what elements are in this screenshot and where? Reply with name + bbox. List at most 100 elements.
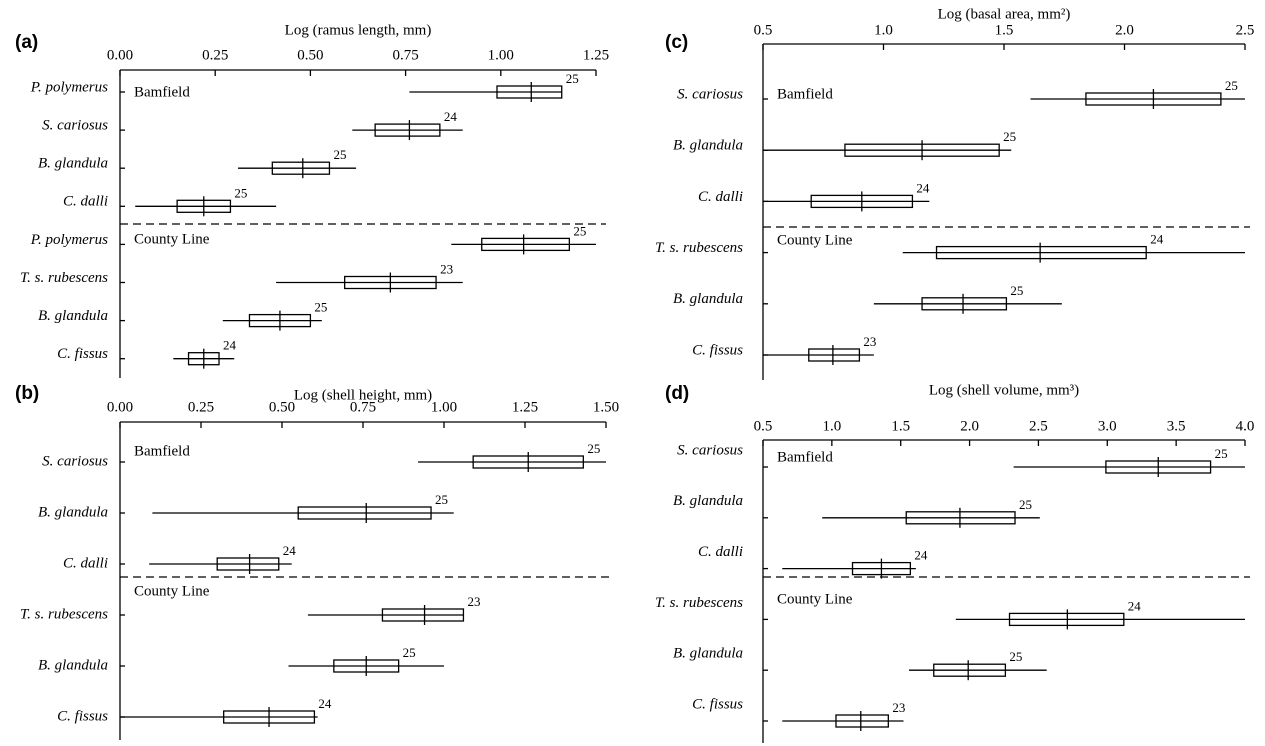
group-label: County Line xyxy=(777,232,853,248)
box xyxy=(835,714,889,728)
x-tick-label: 1.25 xyxy=(512,399,538,415)
sample-size: 23 xyxy=(863,334,876,349)
x-tick-label: 3.5 xyxy=(1167,418,1186,434)
sample-size: 25 xyxy=(403,645,416,660)
x-tick-label: 0.00 xyxy=(107,47,133,63)
sample-size: 25 xyxy=(1009,649,1022,664)
x-tick-label: 1.50 xyxy=(593,399,619,415)
box xyxy=(481,237,570,252)
x-tick-label: 0.50 xyxy=(269,399,295,415)
category-label: S. cariosus xyxy=(42,453,108,469)
x-tick-label: 1.25 xyxy=(583,47,609,63)
group-label: Bamfield xyxy=(134,84,190,100)
sample-size: 23 xyxy=(892,700,905,715)
x-tick-label: 1.5 xyxy=(995,22,1014,38)
sample-size: 25 xyxy=(1225,78,1238,93)
category-label: B. glandula xyxy=(673,291,743,307)
category-label: B. glandula xyxy=(673,493,743,509)
x-tick-label: 0.25 xyxy=(188,399,214,415)
category-label: C. fissus xyxy=(692,342,743,358)
category-label: T. s. rubescens xyxy=(655,595,743,611)
axis-title: Log (shell height, mm) xyxy=(294,387,432,403)
sample-size: 25 xyxy=(1003,129,1016,144)
category-label: S. cariosus xyxy=(42,118,108,134)
box xyxy=(297,506,432,520)
x-tick-label: 0.5 xyxy=(754,418,773,434)
sample-size: 25 xyxy=(234,185,247,200)
box xyxy=(216,557,280,571)
sample-size: 25 xyxy=(1019,497,1032,512)
box xyxy=(905,511,1016,525)
sample-size: 25 xyxy=(573,223,586,238)
category-label: C. dalli xyxy=(698,189,743,205)
category-label: C. dalli xyxy=(63,555,108,571)
sample-size: 25 xyxy=(314,300,327,315)
sample-size: 25 xyxy=(435,492,448,507)
group-label: County Line xyxy=(777,591,853,607)
category-label: T. s. rubescens xyxy=(20,606,108,622)
x-tick-label: 2.0 xyxy=(960,418,979,434)
sample-size: 25 xyxy=(587,441,600,456)
x-tick-label: 0.5 xyxy=(754,22,773,38)
x-tick-label: 2.0 xyxy=(1115,22,1134,38)
sample-size: 24 xyxy=(914,548,928,563)
box xyxy=(921,297,1008,311)
axis-title: Log (shell volume, mm³) xyxy=(929,382,1079,398)
x-tick-label: 0.75 xyxy=(392,47,418,63)
group-label: Bamfield xyxy=(777,449,833,465)
category-label: B. glandula xyxy=(673,646,743,662)
sample-size: 23 xyxy=(467,594,480,609)
sample-size: 24 xyxy=(223,338,237,353)
x-tick-label: 1.0 xyxy=(874,22,893,38)
sample-size: 24 xyxy=(916,180,930,195)
panel-label: (b) xyxy=(15,383,39,404)
category-label: S. cariosus xyxy=(677,442,743,458)
x-tick-label: 1.5 xyxy=(891,418,910,434)
box xyxy=(1008,612,1125,627)
sample-size: 25 xyxy=(1215,446,1228,461)
x-tick-label: 2.5 xyxy=(1236,22,1255,38)
category-label: C. dalli xyxy=(698,544,743,560)
group-label: Bamfield xyxy=(134,443,190,459)
x-tick-label: 4.0 xyxy=(1236,418,1255,434)
x-tick-label: 2.5 xyxy=(1029,418,1048,434)
category-label: C. fissus xyxy=(692,696,743,712)
category-label: C. dalli xyxy=(63,194,108,210)
x-tick-label: 0.75 xyxy=(350,399,376,415)
category-label: C. fissus xyxy=(57,346,108,362)
sample-size: 24 xyxy=(1128,598,1142,613)
category-label: B. glandula xyxy=(38,308,108,324)
box xyxy=(935,245,1147,260)
sample-size: 24 xyxy=(283,543,297,558)
x-tick-label: 0.50 xyxy=(297,47,323,63)
panel-label: (d) xyxy=(665,383,689,404)
sample-size: 25 xyxy=(1010,283,1023,298)
box xyxy=(374,123,441,137)
category-label: S. cariosus xyxy=(677,86,743,102)
panel-label: (a) xyxy=(15,32,38,53)
category-label: B. glandula xyxy=(38,156,108,172)
group-label: County Line xyxy=(134,583,210,599)
sample-size: 25 xyxy=(333,147,346,162)
sample-size: 25 xyxy=(566,71,579,86)
x-tick-label: 1.00 xyxy=(431,399,457,415)
x-tick-label: 1.00 xyxy=(488,47,514,63)
category-label: T. s. rubescens xyxy=(20,270,108,286)
category-label: B. glandula xyxy=(38,657,108,673)
box xyxy=(933,663,1007,677)
sample-size: 23 xyxy=(440,261,453,276)
category-label: P. polymerus xyxy=(30,79,108,95)
x-tick-label: 3.0 xyxy=(1098,418,1117,434)
category-label: T. s. rubescens xyxy=(655,240,743,256)
box xyxy=(271,161,331,175)
category-label: P. polymerus xyxy=(30,232,108,248)
category-label: B. glandula xyxy=(673,138,743,154)
box xyxy=(381,608,465,622)
axis-title: Log (ramus length, mm) xyxy=(285,22,432,38)
box xyxy=(808,348,861,362)
group-label: Bamfield xyxy=(777,86,833,102)
x-tick-label: 0.25 xyxy=(202,47,228,63)
sample-size: 24 xyxy=(1150,232,1164,247)
sample-size: 24 xyxy=(444,109,458,124)
